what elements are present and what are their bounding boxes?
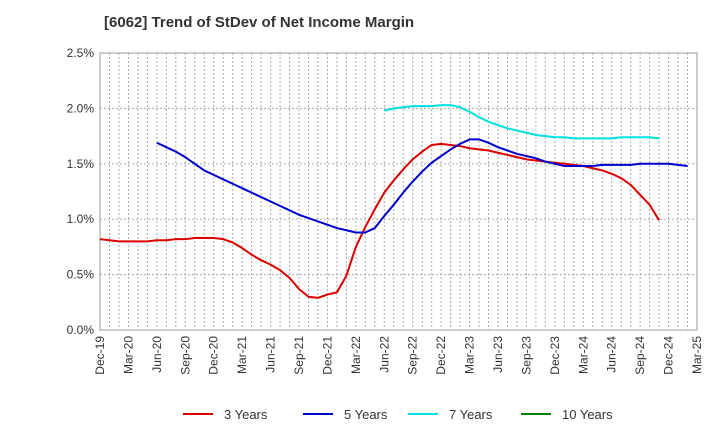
x-tick-label: Jun-21 [264,336,278,373]
legend-label-7-years: 7 Years [449,407,493,422]
x-tick-label: Dec-19 [93,336,107,375]
series-line-7-years [384,104,660,140]
x-tick-label: Mar-23 [463,336,477,374]
x-tick-label: Dec-21 [320,336,334,375]
legend-label-5-years: 5 Years [344,407,388,422]
x-tick-label: Dec-22 [434,336,448,375]
x-tick-label: Sep-20 [178,336,192,375]
x-tick-label: Dec-24 [662,336,676,375]
x-tick-label: Sep-24 [633,336,647,375]
series-lines [99,104,688,299]
y-tick-label: 2.0% [67,101,95,115]
x-tick-label: Mar-20 [121,336,135,374]
y-axis-labels: 0.0% 0.5% 1.0% 1.5% 2.0% 2.5% [67,46,95,337]
legend: 3 Years 5 Years 7 Years 10 Years [183,407,613,422]
x-tick-label: Jun-23 [491,336,505,373]
y-tick-label: 0.0% [67,323,95,337]
y-tick-label: 0.5% [67,268,95,282]
x-tick-label: Sep-21 [292,336,306,375]
y-tick-label: 2.5% [67,46,95,60]
y-tick-label: 1.5% [67,157,95,171]
series-line-5-years [156,138,688,234]
x-tick-label: Sep-22 [406,336,420,375]
x-tick-label: Mar-25 [690,336,704,374]
x-tick-label: Mar-22 [349,336,363,374]
x-tick-label: Dec-23 [548,336,562,375]
x-tick-label: Jun-20 [150,336,164,373]
plot-area [99,52,698,331]
x-tick-label: Mar-21 [235,336,249,374]
x-tick-label: Sep-23 [519,336,533,375]
x-tick-label: Jun-24 [605,336,619,373]
grid-y [100,107,697,276]
x-tick-label: Dec-20 [207,336,221,375]
legend-label-10-years: 10 Years [562,407,613,422]
legend-label-3-years: 3 Years [224,407,268,422]
y-tick-label: 1.0% [67,212,95,226]
x-tick-label: Jun-22 [377,336,391,373]
x-tick-label: Mar-24 [576,336,590,374]
x-axis-labels: Dec-19 Mar-20 Jun-20 Sep-20 Dec-20 Mar-21 Jun-… [93,336,704,375]
chart-title: [6062] Trend of StDev of Net Income Marg… [104,14,415,31]
series-line-3-years [99,142,660,299]
